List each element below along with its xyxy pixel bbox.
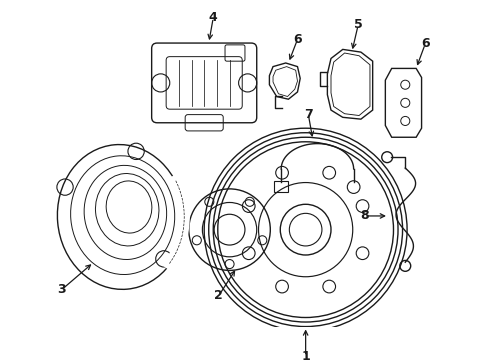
Text: 4: 4 — [208, 11, 217, 24]
Text: 3: 3 — [58, 283, 66, 296]
Text: 7: 7 — [304, 108, 312, 121]
Text: 1: 1 — [301, 350, 309, 360]
Text: 6: 6 — [293, 33, 301, 46]
Text: 8: 8 — [359, 210, 368, 222]
Text: 5: 5 — [353, 18, 362, 31]
Text: 2: 2 — [214, 289, 223, 302]
Text: 6: 6 — [420, 37, 428, 50]
